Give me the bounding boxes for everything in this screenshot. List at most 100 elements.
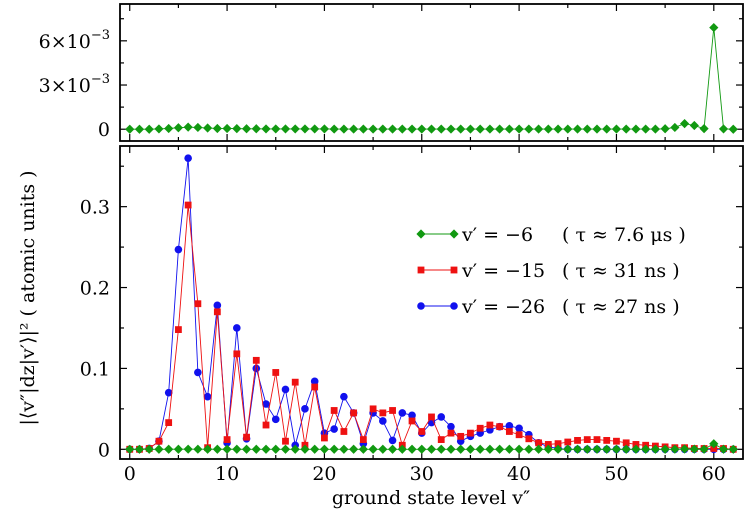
- series-square: [126, 201, 737, 453]
- data-point: [194, 368, 202, 377]
- data-point: [563, 444, 573, 454]
- svg-text:|⟨v″|dz|v′⟩|² ( atomic units ): |⟨v″|dz|v′⟩|² ( atomic units ): [17, 170, 39, 425]
- data-point: [515, 424, 523, 433]
- data-point: [621, 124, 631, 134]
- legend-label: v′ = −15: [461, 260, 545, 282]
- data-point: [504, 124, 514, 134]
- data-point: [418, 428, 426, 435]
- data-point: [340, 392, 348, 401]
- x-tick-label: 20: [312, 463, 336, 485]
- data-point: [272, 369, 280, 376]
- data-point: [252, 356, 260, 364]
- data-point: [173, 123, 184, 133]
- data-point: [564, 438, 572, 446]
- data-point: [417, 124, 427, 134]
- axis-ticks: [120, 4, 743, 459]
- tick-labels: 0 10 20 30 40 50 60 0 0.1 0.2 0.3 0 3×10−3 6×10−3: [39, 28, 726, 485]
- data-point: [290, 444, 300, 454]
- data-point: [184, 154, 192, 162]
- x-tick-label: 0: [124, 463, 136, 485]
- data-point: [408, 411, 416, 420]
- data-point: [261, 444, 271, 454]
- data-point: [233, 350, 241, 358]
- data-point: [486, 421, 494, 429]
- data-point: [280, 444, 291, 454]
- data-point: [572, 124, 583, 134]
- data-point: [728, 124, 738, 134]
- data-point: [457, 432, 465, 440]
- x-tick-label: 30: [410, 463, 434, 485]
- data-point: [650, 124, 660, 134]
- top-panel-frame: [119, 3, 744, 142]
- data-point: [407, 444, 417, 454]
- data-point: [465, 124, 476, 134]
- data-point: [310, 124, 320, 134]
- y-tick-label: 0: [98, 439, 110, 461]
- x-tick-label: 60: [702, 463, 726, 485]
- legend-marker: [450, 266, 458, 274]
- data-point: [378, 444, 388, 454]
- data-point: [193, 444, 203, 454]
- legend-marker: [417, 266, 425, 274]
- legend-label: v′ = −6: [461, 224, 533, 246]
- legend-note: ( τ ≈ 27 ns ): [562, 296, 680, 318]
- data-point: [300, 444, 310, 454]
- data-point: [553, 124, 563, 134]
- legend-label: v′ = −26: [461, 296, 545, 318]
- data-point: [437, 436, 445, 443]
- data-point: [125, 444, 135, 454]
- data-point: [252, 364, 261, 373]
- data-point: [514, 444, 524, 454]
- y-tick-label: 0.3: [80, 197, 110, 219]
- data-point: [203, 123, 213, 133]
- data-point: [475, 124, 485, 134]
- data-point: [222, 123, 232, 134]
- data-point: [232, 444, 242, 454]
- data-point: [428, 413, 435, 421]
- data-point: [134, 444, 145, 454]
- data-point: [515, 431, 523, 439]
- data-point: [535, 439, 542, 447]
- data-point: [632, 441, 640, 448]
- data-point: [262, 400, 270, 408]
- data-point: [212, 123, 222, 134]
- data-point: [175, 326, 182, 333]
- data-point: [164, 444, 174, 454]
- data-point: [173, 444, 184, 454]
- data-point: [631, 444, 641, 454]
- data-point: [282, 437, 289, 445]
- legend-marker: [417, 302, 425, 310]
- data-point: [194, 300, 202, 308]
- data-point: [572, 444, 583, 454]
- data-point: [183, 122, 193, 132]
- data-point: [164, 388, 173, 397]
- x-tick-label: 10: [215, 463, 239, 485]
- data-point: [203, 392, 212, 401]
- data-point: [544, 441, 552, 448]
- y-tick-label: 0: [98, 119, 110, 141]
- data-point: [593, 436, 601, 443]
- data-point: [495, 124, 505, 134]
- data-point: [524, 444, 534, 454]
- data-point: [319, 124, 330, 134]
- data-point: [368, 444, 378, 454]
- data-point: [350, 409, 358, 417]
- data-point: [533, 444, 544, 454]
- data-point: [631, 124, 641, 134]
- data-point: [641, 124, 651, 134]
- data-point: [387, 124, 398, 134]
- data-point: [212, 444, 222, 454]
- data-point: [456, 124, 466, 134]
- data-point: [379, 417, 387, 425]
- data-point: [504, 444, 514, 454]
- data-point: [340, 428, 348, 435]
- data-point: [397, 444, 407, 454]
- data-point: [369, 405, 377, 413]
- data-point: [699, 124, 709, 134]
- data-point: [613, 437, 620, 445]
- data-point: [165, 419, 173, 427]
- data-point: [310, 377, 319, 386]
- data-point: [291, 378, 299, 386]
- data-point: [271, 444, 281, 454]
- y-axis-label-text: |⟨v″|dz|v′⟩|² ( atomic units ): [17, 170, 39, 425]
